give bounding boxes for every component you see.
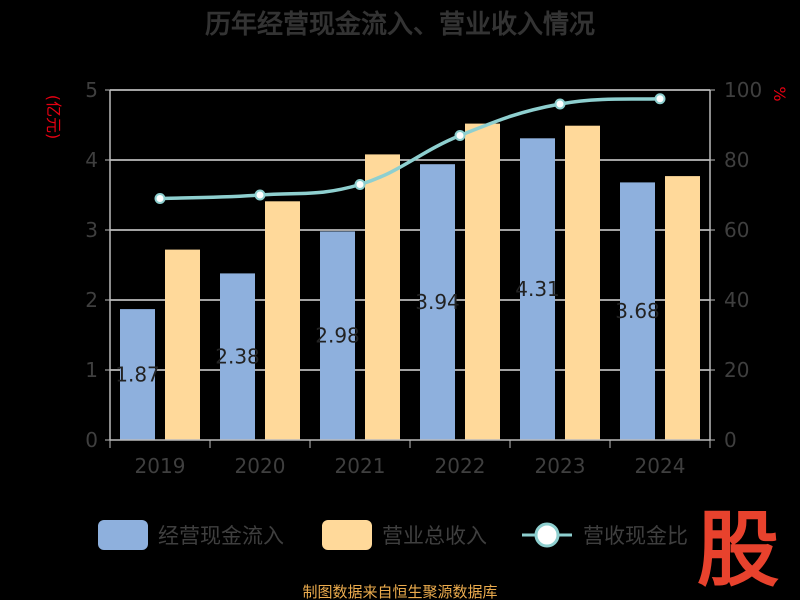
bar-revenue xyxy=(165,249,200,440)
point-cash-ratio xyxy=(154,193,166,204)
data-label-cash-inflow: 1.87 xyxy=(115,363,160,387)
left-axis-tick-label: 5 xyxy=(85,78,98,102)
bar-revenue xyxy=(665,176,700,440)
bar-revenue xyxy=(565,125,600,440)
left-axis-unit-label: (亿元) xyxy=(44,95,63,140)
left-axis-tick-label: 4 xyxy=(85,148,98,172)
legend-item-cash-inflow[interactable]: 经营现金流入 xyxy=(98,520,284,550)
left-axis-tick-label: 0 xyxy=(85,428,98,452)
x-axis-tick-label: 2022 xyxy=(435,454,486,478)
bar-cash-inflow xyxy=(420,164,455,440)
bar-revenue xyxy=(365,154,400,440)
legend-item-revenue[interactable]: 营业总收入 xyxy=(322,520,487,550)
right-axis-unit-label: % xyxy=(770,86,789,101)
left-axis-tick-label: 3 xyxy=(85,218,98,242)
legend-label-revenue: 营业总收入 xyxy=(382,524,487,548)
point-cash-ratio xyxy=(554,98,566,110)
watermark-logo: 股 xyxy=(697,503,779,598)
source-note: 制图数据来自恒生聚源数据库 xyxy=(302,583,497,600)
data-label-cash-inflow: 2.98 xyxy=(315,324,360,348)
x-axis-tick-label: 2021 xyxy=(335,454,386,478)
data-label-cash-inflow: 2.38 xyxy=(215,345,260,369)
series-line-cash-ratio xyxy=(159,97,661,201)
right-axis-tick-label: 20 xyxy=(724,358,749,382)
legend-item-cash-ratio[interactable]: 营收现金比 xyxy=(522,522,688,548)
point-cash-ratio xyxy=(454,130,466,141)
bar-cash-inflow xyxy=(520,138,555,441)
data-label-cash-inflow: 3.68 xyxy=(615,299,660,323)
bar-revenue xyxy=(265,201,300,440)
x-axis-tick-label: 2023 xyxy=(535,454,586,478)
x-axis-tick-label: 2024 xyxy=(635,454,686,478)
bar-cash-inflow xyxy=(320,231,355,440)
point-cash-ratio xyxy=(354,179,366,190)
grid-lines xyxy=(110,89,710,371)
x-axis-tick-label: 2019 xyxy=(135,454,186,478)
right-axis-tick-label: 60 xyxy=(724,218,749,242)
axes: 0 1 2 3 4 5 0 20 40 60 80 100 2019 2020 2021 2022 2023 20… xyxy=(85,78,762,478)
bar-cash-inflow xyxy=(620,182,655,440)
right-axis-tick-label: 40 xyxy=(724,288,749,312)
bar-revenue xyxy=(465,123,500,440)
legend-swatch-revenue xyxy=(322,520,372,550)
right-axis-tick-label: 0 xyxy=(724,428,737,452)
left-axis-tick-label: 1 xyxy=(85,358,98,382)
legend-swatch-cash-inflow xyxy=(98,520,148,550)
legend[interactable]: 经营现金流入 营业总收入 营收现金比 xyxy=(98,520,688,550)
point-cash-ratio xyxy=(654,93,666,105)
legend-marker-cash-ratio xyxy=(534,522,560,548)
left-axis-tick-label: 2 xyxy=(85,288,98,312)
right-axis-tick-label: 80 xyxy=(724,148,749,172)
chart-title: 历年经营现金流入、营业收入情况 xyxy=(205,9,595,40)
right-axis-tick-label: 100 xyxy=(724,78,762,102)
x-axis-tick-label: 2020 xyxy=(235,454,286,478)
bar-label-layer: 1.87 2.38 2.98 3.94 4.31 3.68 xyxy=(115,277,660,386)
bar-cash-inflow xyxy=(120,309,155,440)
data-label-cash-inflow: 3.94 xyxy=(415,290,460,314)
data-label-cash-inflow: 4.31 xyxy=(515,277,560,301)
bar-cash-inflow xyxy=(220,273,255,440)
line-layer xyxy=(154,93,666,204)
legend-label-cash-ratio: 营收现金比 xyxy=(583,524,688,548)
legend-label-cash-inflow: 经营现金流入 xyxy=(158,524,284,548)
bar-layer xyxy=(120,123,700,441)
point-cash-ratio xyxy=(254,189,266,201)
